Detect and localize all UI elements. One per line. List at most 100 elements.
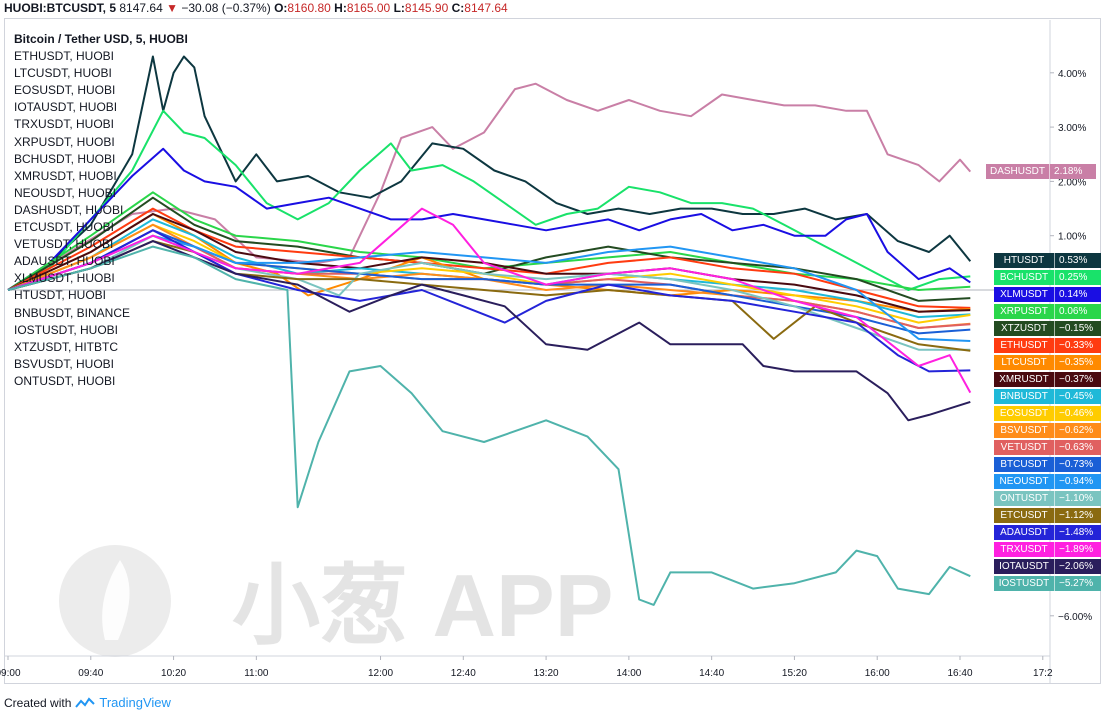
- y-tick-label: 3.00%: [1058, 123, 1086, 134]
- series-tag-htusdt: HTUSDT 0.53%: [994, 253, 1101, 268]
- series-tag-value: −2.06%: [1054, 559, 1101, 574]
- legend-entry: XTZUSDT, HITBTC: [14, 339, 118, 354]
- legend-entry: VETUSDT, HUOBI: [14, 237, 114, 252]
- series-tag-etcusdt: ETCUSDT −1.12%: [994, 508, 1101, 523]
- series-line-htusdt[interactable]: [7, 55, 972, 291]
- series-tag-xmrusdt: XMRUSDT −0.37%: [994, 372, 1101, 387]
- series-tag-iotausdt: IOTAUSDT −2.06%: [994, 559, 1101, 574]
- series-tag-eosusdt: EOSUSDT −0.46%: [994, 406, 1101, 421]
- watermark: 小葱 APP: [59, 545, 613, 657]
- series-tag-xrpusdt: XRPUSDT 0.06%: [994, 304, 1101, 319]
- series-line-neousdt[interactable]: [7, 234, 971, 342]
- series-tag-name: NEOUSDT: [994, 474, 1054, 489]
- series-tag-value: −1.10%: [1054, 491, 1101, 506]
- series-tag-name: XLMUSDT: [994, 287, 1054, 302]
- series-tag-value: 2.18%: [1049, 164, 1097, 179]
- y-tick-label: 2.00%: [1058, 177, 1086, 188]
- series-tag-value: −0.73%: [1054, 457, 1101, 472]
- y-tick-label: −6.00%: [1058, 612, 1092, 623]
- x-tick-label: 14:40: [699, 668, 724, 679]
- footer: Created with TradingView: [4, 695, 171, 710]
- symbol-name: HUOBI:BTCUSDT, 5: [4, 1, 117, 15]
- legend-entry: IOTAUSDT, HUOBI: [14, 100, 118, 115]
- series-tag-value: −0.45%: [1054, 389, 1101, 404]
- series-tag-ontusdt: ONTUSDT −1.10%: [994, 491, 1101, 506]
- series-tag-dashusdt: DASHUSDT 2.18%: [986, 164, 1097, 179]
- series-line-iostusdt[interactable]: [7, 245, 971, 606]
- y-tick-label: 1.00%: [1058, 232, 1086, 243]
- series-tag-name: ETHUSDT: [994, 338, 1054, 353]
- series-tag-value: −5.27%: [1054, 576, 1101, 591]
- x-tick-label: 16:00: [865, 668, 890, 679]
- series-tag-value: −0.37%: [1054, 372, 1101, 387]
- series-tag-name: DASHUSDT: [986, 164, 1050, 179]
- x-tick-label: 09:40: [78, 668, 103, 679]
- series-tag-value: −0.33%: [1054, 338, 1101, 353]
- legend-entry: DASHUSDT, HUOBI: [14, 202, 124, 217]
- series-tag-value: 0.06%: [1054, 304, 1101, 319]
- series-tag-xlmusdt: XLMUSDT 0.14%: [994, 287, 1101, 302]
- series-tag-value: 0.25%: [1054, 270, 1101, 285]
- tradingview-brand[interactable]: TradingView: [99, 695, 171, 710]
- x-tick-label: 17:2: [1033, 668, 1053, 679]
- series-tag-bnbusdt: BNBUSDT −0.45%: [994, 389, 1101, 404]
- series-tag-trxusdt: TRXUSDT −1.89%: [994, 542, 1101, 557]
- high-label: H:: [334, 1, 347, 15]
- series-tag-value: −0.94%: [1054, 474, 1101, 489]
- series-tag-ltcusdt: LTCUSDT −0.35%: [994, 355, 1101, 370]
- series-line-dashusdt[interactable]: [7, 82, 972, 291]
- series-tag-value: −1.48%: [1054, 525, 1101, 540]
- low-value: 8145.90: [404, 1, 449, 15]
- legend-entry: ADAUSDT, HUOBI: [14, 254, 115, 269]
- series-tag-name: XTZUSDT: [994, 321, 1054, 336]
- series-tag-iostusdt: IOSTUSDT −5.27%: [994, 576, 1101, 591]
- created-with-text: Created with: [4, 695, 72, 710]
- legend-entry: BCHUSDT, HUOBI: [14, 151, 116, 166]
- legend-entry: ETHUSDT, HUOBI: [14, 49, 115, 64]
- tradingview-logo-icon: [75, 696, 96, 708]
- series-line-bchusdt[interactable]: [7, 109, 971, 291]
- series-tag-adausdt: ADAUSDT −1.48%: [994, 525, 1101, 540]
- close-label: C:: [451, 1, 465, 15]
- series-tag-name: BSVUSDT: [994, 423, 1054, 438]
- series-tag-name: EOSUSDT: [994, 406, 1054, 421]
- y-tick-label: 4.00%: [1058, 69, 1086, 80]
- x-tick-label: 16:40: [947, 668, 972, 679]
- series-line-iotausdt[interactable]: [7, 240, 971, 422]
- legend-entry: XLMUSDT, HUOBI: [14, 271, 115, 286]
- series-line-btcusdt[interactable]: [7, 229, 971, 335]
- legend-entry: HTUSDT, HUOBI: [14, 288, 107, 303]
- series-tag-xtzusdt: XTZUSDT −0.15%: [994, 321, 1101, 336]
- legend-entry: ONTUSDT, HUOBI: [14, 373, 116, 388]
- price-change: −30.08 (−0.37%): [181, 1, 271, 15]
- series-tag-value: −0.46%: [1054, 406, 1101, 421]
- x-tick-label: 12:00: [368, 668, 393, 679]
- legend-entry: IOSTUSDT, HUOBI: [14, 322, 119, 337]
- series-line-xlmusdt[interactable]: [7, 147, 971, 291]
- series-tag-vetusdt: VETUSDT −0.63%: [994, 440, 1101, 455]
- series-tag-name: LTCUSDT: [994, 355, 1054, 370]
- series-tag-name: TRXUSDT: [994, 542, 1054, 557]
- x-tick-label: 09:00: [0, 668, 21, 679]
- series-tag-value: −0.35%: [1054, 355, 1101, 370]
- series-tag-name: BNBUSDT: [994, 389, 1054, 404]
- open-value: 8160.80: [287, 1, 331, 15]
- series-tag-name: IOTAUSDT: [994, 559, 1054, 574]
- series-tag-value: −0.62%: [1054, 423, 1101, 438]
- symbol-header: HUOBI:BTCUSDT, 5 8147.64 ▼ −30.08 (−0.37…: [4, 0, 508, 18]
- x-tick-label: 12:40: [451, 668, 476, 679]
- legend-entry: NEOUSDT, HUOBI: [14, 185, 117, 200]
- series-line-ethusdt[interactable]: [7, 207, 971, 309]
- down-arrow-icon: ▼: [166, 1, 178, 15]
- series-tag-btcusdt: BTCUSDT −0.73%: [994, 457, 1101, 472]
- close-value: 8147.64: [464, 1, 508, 15]
- series-tag-value: −0.15%: [1054, 321, 1101, 336]
- series-legend: Bitcoin / Tether USD, 5, HUOBI ETHUSDT, H…: [14, 31, 188, 390]
- open-label: O:: [274, 1, 288, 15]
- series-tag-value: −1.12%: [1054, 508, 1101, 523]
- high-value: 8165.00: [346, 1, 391, 15]
- series-tag-ethusdt: ETHUSDT −0.33%: [994, 338, 1101, 353]
- series-tag-name: ONTUSDT: [994, 491, 1054, 506]
- series-line-trxusdt[interactable]: [7, 207, 972, 394]
